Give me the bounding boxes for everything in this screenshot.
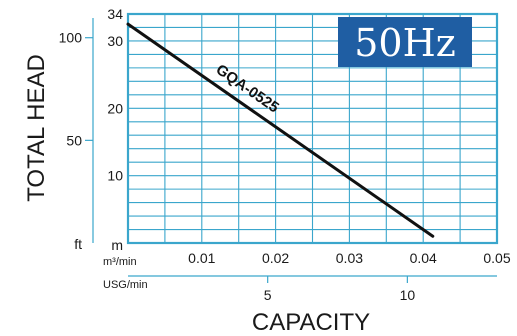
plot-frame: [126, 12, 499, 245]
y-axis-title: TOTAL HEAD: [23, 54, 50, 202]
axes: 10 20 30 34 m 50 100 ft 0.01 0.02 0.03 0.04 0.05 m³/m…: [59, 6, 511, 303]
x-tick-label: 0.03: [336, 250, 363, 266]
x-tick-label: 0.04: [410, 250, 437, 266]
y-tick-label: 30: [107, 33, 123, 49]
x-usg-tick-label: 5: [264, 287, 272, 303]
y-tick-label: 20: [107, 100, 123, 116]
frequency-badge: [338, 17, 472, 67]
y-tick-label: 10: [107, 168, 123, 184]
x-tick-label: 0.02: [262, 250, 289, 266]
x-usg-tick-label: 10: [400, 287, 416, 303]
x-tick-label: 0.05: [483, 250, 510, 266]
x-unit-label: m³/min: [103, 256, 137, 268]
x-usg-unit-label: USG/min: [103, 279, 148, 291]
y-ft-tick-label: 100: [59, 30, 83, 46]
x-tick-label: 0.01: [188, 250, 215, 266]
y-ft-tick-label: 50: [66, 132, 82, 148]
x-axis-title: CAPACITY: [252, 309, 370, 336]
frequency-badge-label: 50Hz: [354, 21, 456, 65]
y-ft-unit-label: ft: [74, 236, 82, 252]
series-line: [126, 22, 435, 238]
y-tick-label: 34: [107, 6, 123, 22]
y-unit-label: m: [111, 237, 123, 253]
